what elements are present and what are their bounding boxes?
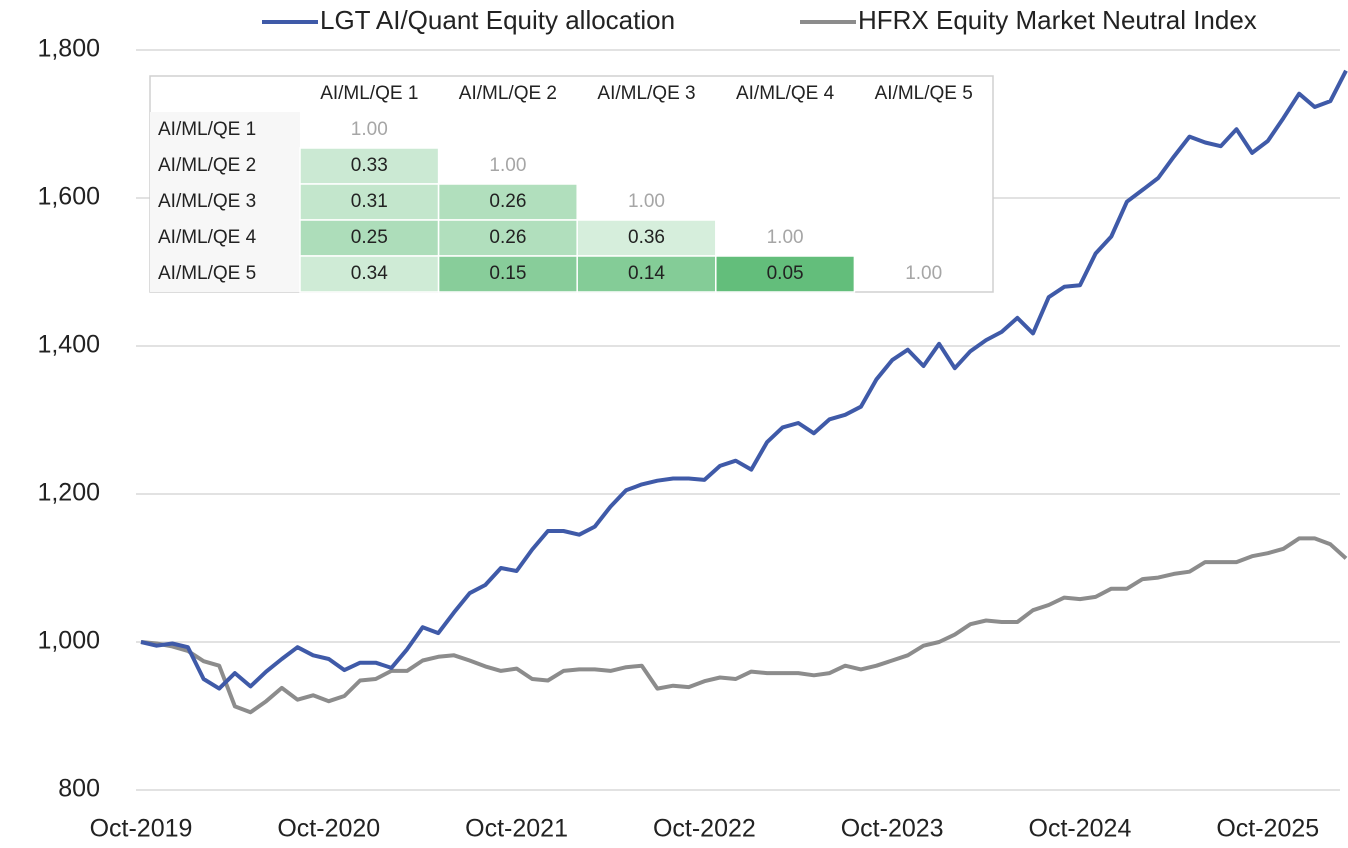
cell-value: 1.00 [905,263,942,284]
cell-value: 0.31 [351,191,388,212]
table-header: AI/ML/QE 5 [875,83,973,104]
cell-value: 1.00 [628,191,665,212]
y-tick-label: 1,400 [37,331,100,359]
row-label-bg [150,220,300,256]
table-cell [299,147,440,185]
legend-label: LGT AI/Quant Equity allocation [320,5,675,35]
row-label-bg [150,184,300,220]
table-header: AI/ML/QE 1 [320,83,418,104]
row-label-bg [150,148,300,184]
y-tick-label: 1,000 [37,627,100,655]
table-cell [715,255,856,293]
cell-value: 1.00 [489,155,526,176]
cell-value: 0.25 [351,227,388,248]
cell-value: 0.26 [489,191,526,212]
row-label: AI/ML/QE 4 [158,227,257,248]
cell-value: 0.14 [628,263,665,284]
table-header: AI/ML/QE 4 [736,83,835,104]
x-tick-label: Oct-2020 [277,815,380,843]
table-header: AI/ML/QE 3 [597,83,695,104]
cell-value: 0.33 [351,155,388,176]
y-tick-label: 1,200 [37,479,100,507]
series-line [140,69,1348,691]
cell-value: 0.36 [628,227,665,248]
table-cell [576,219,717,257]
table-cell [576,255,717,293]
cell-value: 0.34 [351,263,388,284]
x-tick-label: Oct-2022 [653,815,756,843]
cell-value: 1.00 [351,119,388,140]
table-cell [437,255,578,293]
series-line [140,536,1348,715]
cell-value: 0.05 [767,263,804,284]
table-cell [299,255,440,293]
row-label-bg [150,112,300,148]
row-label: AI/ML/QE 3 [158,191,256,212]
legend-label: HFRX Equity Market Neutral Index [858,5,1257,35]
x-tick-label: Oct-2021 [465,815,568,843]
table-cell [299,219,440,257]
row-label: AI/ML/QE 2 [158,155,256,176]
cell-value: 0.15 [489,263,526,284]
y-tick-label: 800 [58,775,100,803]
x-tick-label: Oct-2024 [1029,815,1132,843]
row-label: AI/ML/QE 5 [158,263,256,284]
cell-value: 1.00 [767,227,804,248]
y-tick-label: 1,600 [37,183,100,211]
cell-value: 0.26 [489,227,526,248]
y-tick-label: 1,800 [37,35,100,63]
row-label: AI/ML/QE 1 [158,119,256,140]
table-cell [437,183,578,221]
x-tick-label: Oct-2023 [841,815,944,843]
x-tick-label: Oct-2019 [90,815,193,843]
x-tick-label: Oct-2025 [1216,815,1319,843]
row-label-bg [150,256,300,292]
table-header: AI/ML/QE 2 [459,83,557,104]
